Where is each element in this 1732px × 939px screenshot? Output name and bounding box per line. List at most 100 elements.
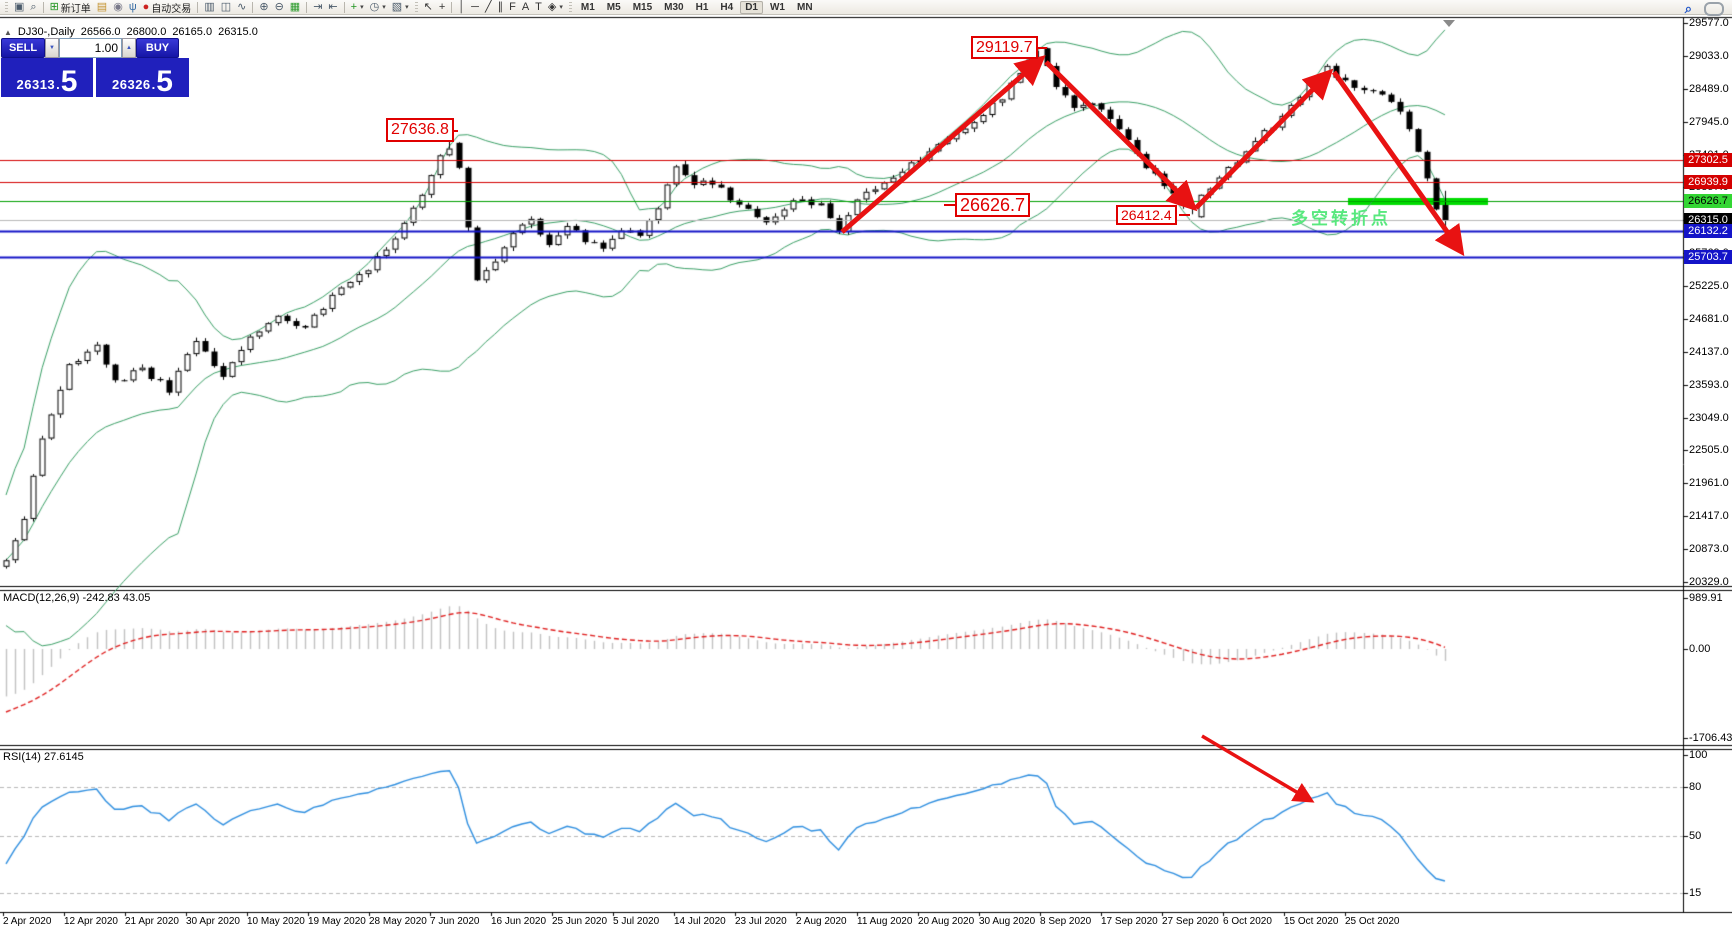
bars-chart-icon[interactable]: ▥ xyxy=(201,1,217,14)
price-axis-tick-label: 28489.0 xyxy=(1689,82,1729,95)
ohlc-low: 26165.0 xyxy=(172,26,213,38)
text-icon[interactable]: A xyxy=(519,1,532,14)
timeframe-button-d1[interactable]: D1 xyxy=(740,0,763,14)
vertical-line-icon: │ xyxy=(458,0,466,13)
macd-value: -242.83 xyxy=(82,592,120,604)
price-axis-tick-label: 27945.0 xyxy=(1689,115,1729,128)
tile-windows-icon: ▦ xyxy=(289,0,301,13)
templates-icon[interactable]: ▧ ▾ xyxy=(389,1,412,14)
macd-signal-value: 43.05 xyxy=(122,592,151,604)
periods-icon: ◷ xyxy=(369,0,380,13)
date-tick-label: 2 Aug 2020 xyxy=(796,916,847,927)
price-level-tag: 25703.7 xyxy=(1684,250,1732,265)
sell-price-fraction: 5 xyxy=(60,65,78,98)
history-center-icon[interactable]: ▤ xyxy=(94,1,110,14)
price-axis-tick-label: 29033.0 xyxy=(1689,49,1729,62)
signals-icon[interactable]: ψ xyxy=(126,1,140,14)
chart-list-icon: ⌕ xyxy=(30,0,37,13)
rsi-axis-tick-label: 50 xyxy=(1689,830,1702,843)
timeframe-button-h4[interactable]: H4 xyxy=(720,1,734,13)
price-axis-tick-label: 24137.0 xyxy=(1689,345,1729,358)
volume-input[interactable] xyxy=(59,38,122,58)
volume-decrease-button[interactable]: ▼ xyxy=(45,38,59,58)
chart-shift-marker-icon[interactable] xyxy=(1443,20,1455,27)
chat-icon[interactable] xyxy=(1704,2,1724,16)
timeframe-button-m5[interactable]: M5 xyxy=(606,1,621,13)
price-axis-tick-label: 23049.0 xyxy=(1689,411,1729,424)
signals-icon: ψ xyxy=(128,0,137,13)
timeframe-button-w1[interactable]: W1 xyxy=(769,1,785,13)
accounts-icon[interactable]: ◉ xyxy=(110,1,126,14)
timeframe-button-m1[interactable]: M1 xyxy=(580,1,595,13)
equidistant-channel-icon[interactable]: ∥ xyxy=(495,1,507,14)
toolbar-separator xyxy=(451,1,453,13)
zoom-in-icon[interactable]: ⊕ xyxy=(256,1,271,14)
price-level-tag: 26315.0 xyxy=(1684,213,1732,228)
date-tick-label: 11 Aug 2020 xyxy=(857,916,913,927)
chevron-down-icon: ▾ xyxy=(360,4,364,11)
volume-increase-button[interactable]: ▲ xyxy=(122,38,136,58)
zoom-out-icon[interactable]: ⊖ xyxy=(272,1,287,14)
periods-icon[interactable]: ◷ ▾ xyxy=(367,1,389,14)
buy-price-dot: . xyxy=(151,77,156,92)
candlestick-chart-icon[interactable]: ◫ xyxy=(218,1,234,14)
timeframe-button-m30[interactable]: M30 xyxy=(664,1,684,13)
turning-point-annotation[interactable]: 多空转折点 xyxy=(1291,209,1391,228)
timeframe-button-m15[interactable]: M15 xyxy=(632,1,653,13)
rsi-axis-tick-label: 100 xyxy=(1689,749,1708,761)
chart-shift-icon[interactable]: ⇤ xyxy=(325,1,340,14)
date-tick-label: 25 Oct 2020 xyxy=(1345,916,1400,927)
toolbar-separator xyxy=(42,1,44,13)
price-axis-tick-label: 29577.0 xyxy=(1689,17,1729,29)
arrows-icon[interactable]: ◈ ▾ xyxy=(545,1,566,14)
date-tick-label: 25 Jun 2020 xyxy=(552,916,608,927)
search-icon[interactable]: ⌕ xyxy=(1684,1,1692,16)
chart-list-icon[interactable]: ⌕ xyxy=(27,1,39,14)
date-tick-label: 27 Sep 2020 xyxy=(1162,916,1219,927)
price-annotation-27636[interactable]: 27636.8 xyxy=(386,118,454,142)
date-tick-label: 5 Jul 2020 xyxy=(613,916,660,927)
date-tick-label: 15 Oct 2020 xyxy=(1284,916,1339,927)
new-order-icon: ⊞ xyxy=(49,0,59,13)
cursor-icon[interactable]: ↖ xyxy=(421,1,436,14)
fibonacci-icon[interactable]: F xyxy=(506,1,519,14)
zoom-in-icon: ⊕ xyxy=(259,0,269,13)
tile-windows-icon[interactable]: ▦ xyxy=(287,1,303,14)
toolbar-separator xyxy=(306,1,308,13)
date-tick-label: 2 Apr 2020 xyxy=(3,916,52,927)
timeframe-button-mn[interactable]: MN xyxy=(796,1,813,13)
buy-price[interactable]: 26326. 5 xyxy=(96,58,189,97)
indicators-icon[interactable]: + ▾ xyxy=(348,1,367,14)
date-tick-label: 28 May 2020 xyxy=(369,916,427,927)
buy-button[interactable]: BUY xyxy=(136,38,179,58)
sell-price[interactable]: 26313. 5 xyxy=(1,58,93,97)
crosshair-icon[interactable]: + xyxy=(436,1,448,14)
macd-axis-tick-label: -1706.43 xyxy=(1689,731,1732,744)
rsi-axis-tick-label: 80 xyxy=(1689,781,1702,794)
new-order-icon[interactable]: ⊞ 新订单 xyxy=(47,0,94,15)
bars-chart-icon: ▥ xyxy=(204,0,215,13)
auto-scroll-icon[interactable]: ⇥ xyxy=(310,1,325,14)
trendline-icon: ╱ xyxy=(484,0,492,13)
date-tick-label: 8 Sep 2020 xyxy=(1040,916,1092,927)
indicators-icon: + xyxy=(350,0,358,13)
price-annotation-26412[interactable]: 26412.4 xyxy=(1116,205,1177,225)
trendline-icon[interactable]: ╱ xyxy=(482,1,495,14)
autotrading-icon[interactable]: ● 自动交易 xyxy=(140,1,195,15)
new-chart-icon[interactable]: ▣ xyxy=(11,1,27,14)
sell-button[interactable]: SELL xyxy=(1,38,45,58)
horizontal-line-icon[interactable]: ─ xyxy=(468,1,482,14)
price-axis-tick-label: 20873.0 xyxy=(1689,543,1729,556)
vertical-line-icon[interactable]: │ xyxy=(455,1,468,14)
symbol-period-label: DJ30-,Daily xyxy=(17,26,75,38)
line-chart-icon[interactable]: ∿ xyxy=(234,1,249,14)
price-annotation-29119[interactable]: 29119.7 xyxy=(971,36,1038,59)
text-icon: A xyxy=(521,0,530,13)
price-annotation-26626[interactable]: 26626.7 xyxy=(955,193,1031,217)
label-icon[interactable]: T xyxy=(532,1,545,14)
date-tick-label: 30 Apr 2020 xyxy=(186,916,240,927)
timeframe-button-h1[interactable]: H1 xyxy=(695,1,709,13)
